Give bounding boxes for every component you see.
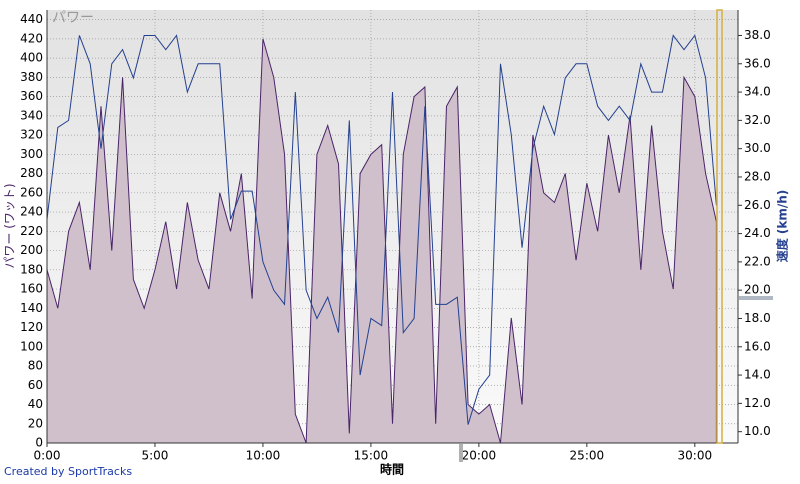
y2-tick-label: 28.0	[744, 169, 771, 183]
y2-tick-label: 26.0	[744, 198, 771, 212]
y2-tick-label: 30.0	[744, 141, 771, 155]
y2-tick-label: 38.0	[744, 28, 771, 42]
y-tick-label: 340	[20, 108, 43, 122]
x-tick-label: 20:00	[462, 449, 497, 463]
y-tick-label: 20	[28, 416, 43, 430]
y2-tick-label: 34.0	[744, 85, 771, 99]
y-tick-label: 240	[20, 205, 43, 219]
y-tick-label: 260	[20, 185, 43, 199]
y-tick-label: 420	[20, 31, 43, 45]
cursor-y2	[739, 296, 773, 300]
y2-tick-label: 12.0	[744, 396, 771, 410]
y2-axis-title: 速度 (km/h)	[775, 190, 790, 263]
y-tick-label: 60	[28, 378, 43, 392]
y2-tick-label: 32.0	[744, 113, 771, 127]
x-axis-title: 時間	[380, 462, 404, 477]
y-tick-label: 360	[20, 89, 43, 103]
y2-tick-label: 22.0	[744, 254, 771, 268]
y2-tick-label: 16.0	[744, 339, 771, 353]
y2-tick-label: 36.0	[744, 56, 771, 70]
y-tick-label: 440	[20, 12, 43, 26]
x-tick-label: 10:00	[246, 449, 281, 463]
y-tick-label: 200	[20, 243, 43, 257]
y-tick-label: 220	[20, 224, 43, 238]
x-tick-label: 15:00	[354, 449, 389, 463]
x-tick-label: 5:00	[141, 449, 168, 463]
watermark: パワー	[52, 10, 94, 26]
y2-tick-label: 24.0	[744, 226, 771, 240]
y2-tick-label: 18.0	[744, 311, 771, 325]
y-tick-label: 300	[20, 147, 43, 161]
y-tick-label: 100	[20, 339, 43, 353]
y-tick-label: 400	[20, 51, 43, 65]
x-tick-label: 0:00	[34, 449, 61, 463]
power-area	[46, 38, 717, 444]
x-tick-label: 30:00	[678, 449, 713, 463]
y-tick-label: 320	[20, 128, 43, 142]
y-axis-title: パワー (ワット)	[3, 183, 17, 268]
y-tick-label: 380	[20, 70, 43, 84]
y2-tick-label: 14.0	[744, 368, 771, 382]
y2-tick-label: 20.0	[744, 283, 771, 297]
credit: Created by SportTracks	[4, 465, 132, 478]
y-tick-label: 80	[28, 359, 43, 373]
x-tick-label: 25:00	[570, 449, 605, 463]
speed-line	[46, 34, 717, 425]
y-tick-label: 280	[20, 166, 43, 180]
y-tick-label: 0	[35, 436, 43, 450]
cursor-marker	[716, 9, 723, 444]
y-tick-label: 160	[20, 282, 43, 296]
y-tick-label: 40	[28, 397, 43, 411]
cursor-x	[459, 444, 463, 462]
y-tick-label: 140	[20, 301, 43, 315]
y-tick-label: 120	[20, 320, 43, 334]
y2-tick-label: 10.0	[744, 424, 771, 438]
y-tick-label: 180	[20, 262, 43, 276]
